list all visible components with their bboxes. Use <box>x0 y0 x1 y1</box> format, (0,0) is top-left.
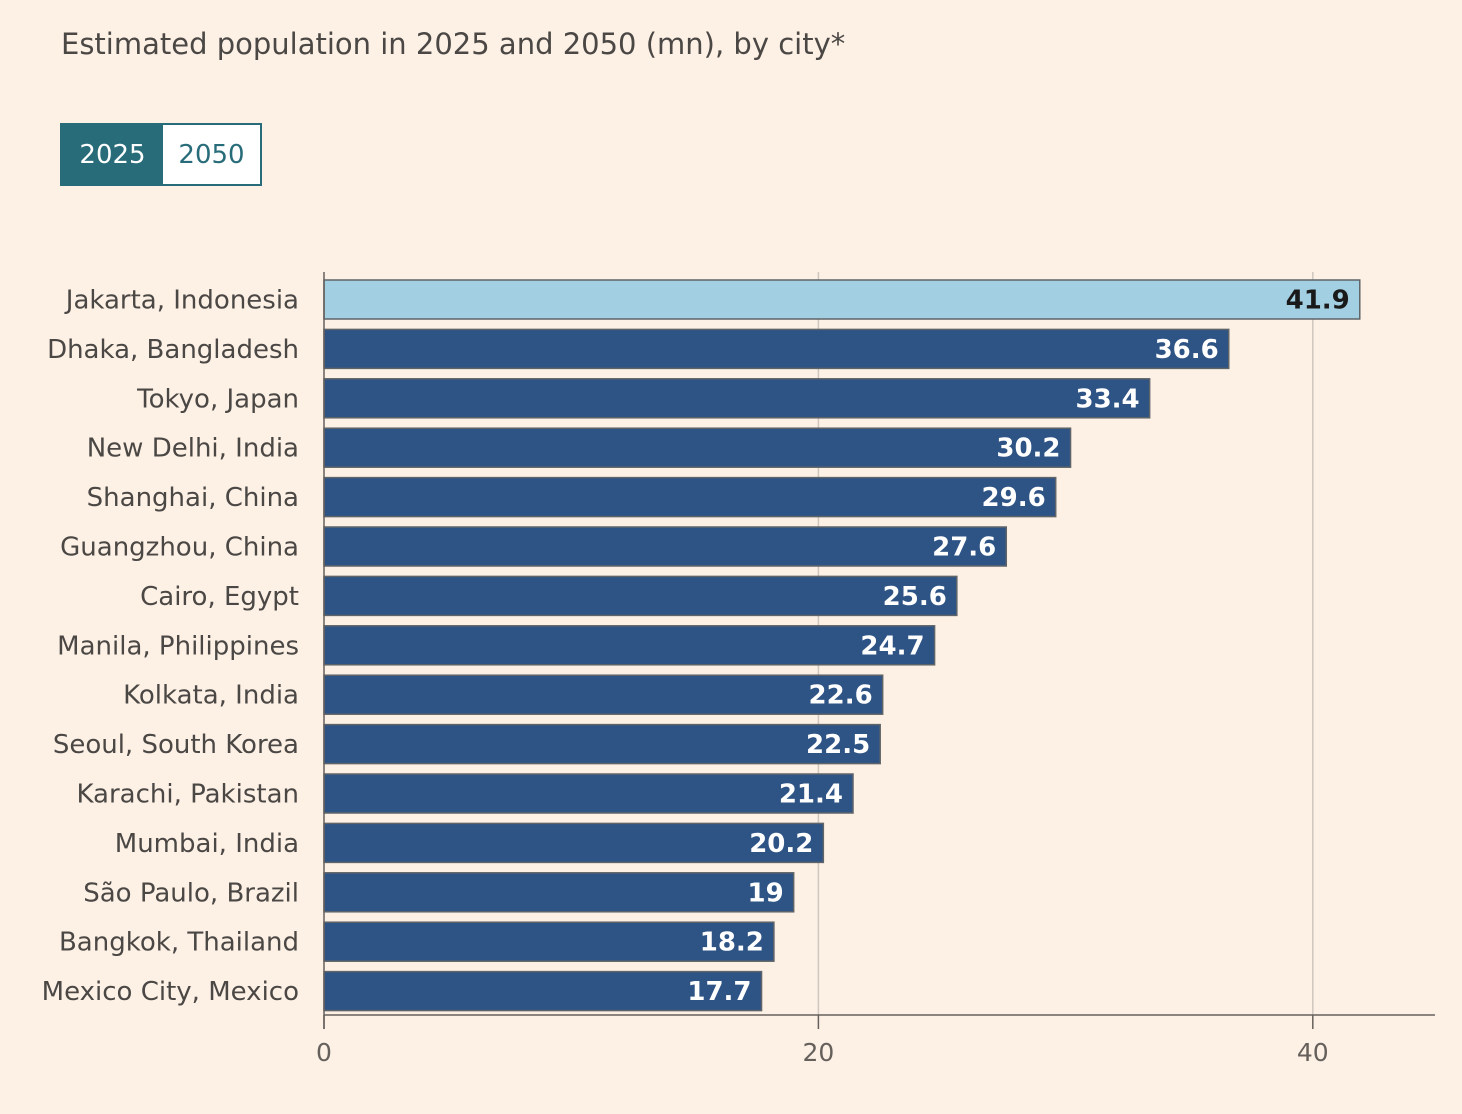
bar <box>323 773 854 814</box>
data-label: 41.9 <box>1286 286 1350 316</box>
bar <box>323 526 1008 567</box>
data-label: 18.2 <box>700 928 764 958</box>
bar <box>323 427 1072 468</box>
x-tick-label: 20 <box>802 1038 834 1067</box>
data-label: 24.7 <box>860 631 924 661</box>
x-tick-label: 40 <box>1297 1038 1329 1067</box>
category-label: Tokyo, Japan <box>136 384 299 414</box>
x-tick-label: 0 <box>316 1038 332 1067</box>
category-label: Seoul, South Korea <box>53 730 299 760</box>
category-label: Mexico City, Mexico <box>42 977 299 1007</box>
data-label: 33.4 <box>1075 384 1139 414</box>
chart-title: Estimated population in 2025 and 2050 (m… <box>61 27 846 61</box>
category-label: Guangzhou, China <box>60 533 299 563</box>
toggle-2025-button[interactable]: 2025 <box>62 125 163 184</box>
bar <box>323 723 881 765</box>
bar <box>323 921 775 962</box>
data-label: 30.2 <box>996 434 1060 464</box>
category-label: Kolkata, India <box>123 681 299 711</box>
category-label: Dhaka, Bangladesh <box>47 335 299 365</box>
data-label: 21.4 <box>779 780 843 810</box>
category-label: Cairo, Egypt <box>140 582 299 612</box>
category-label: Jakarta, Indonesia <box>64 286 299 316</box>
bar <box>323 625 936 666</box>
bar <box>323 378 1151 419</box>
bar <box>323 279 1361 320</box>
category-label: New Delhi, India <box>87 434 299 464</box>
data-label: 20.2 <box>749 829 813 859</box>
data-label: 25.6 <box>883 582 947 612</box>
data-label: 29.6 <box>982 483 1046 513</box>
bar <box>323 674 884 715</box>
year-toggle: 2025 2050 <box>60 123 262 186</box>
data-label: 22.6 <box>809 681 873 711</box>
category-label: Bangkok, Thailand <box>59 928 299 958</box>
toggle-2050-button[interactable]: 2050 <box>163 125 260 184</box>
bar <box>323 476 1057 518</box>
data-label: 19 <box>747 878 783 908</box>
category-label: Manila, Philippines <box>57 631 299 661</box>
category-label: São Paulo, Brazil <box>83 878 299 908</box>
bar <box>323 575 958 617</box>
data-label: 22.5 <box>806 730 870 760</box>
bar <box>323 872 795 913</box>
category-label: Mumbai, India <box>115 829 299 859</box>
data-label: 27.6 <box>932 533 996 563</box>
category-label: Karachi, Pakistan <box>76 780 299 810</box>
data-label: 36.6 <box>1155 335 1219 365</box>
data-label: 17.7 <box>687 977 751 1007</box>
category-label: Shanghai, China <box>87 483 299 513</box>
bar <box>323 328 1230 370</box>
